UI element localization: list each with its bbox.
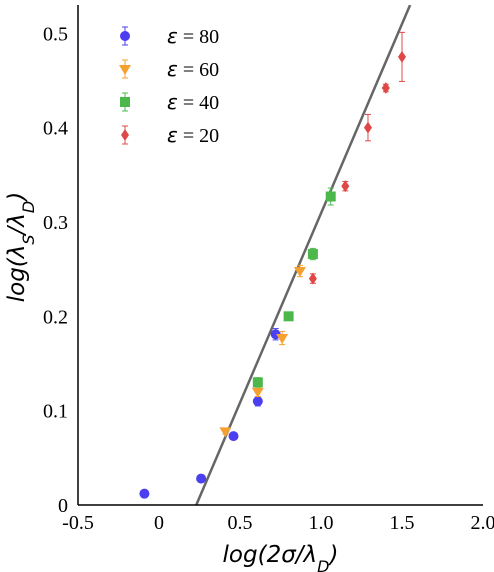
- x-tick-label: 2.0: [471, 512, 494, 534]
- legend-item: ε = 40: [120, 90, 219, 114]
- data-point: [276, 334, 289, 345]
- data-point: [252, 377, 263, 388]
- x-tick-label: 1.5: [390, 512, 415, 534]
- axes: [77, 5, 483, 506]
- data-point: [196, 473, 207, 484]
- data-point: [325, 191, 336, 202]
- legend-marker: [120, 97, 130, 107]
- series-0: [139, 328, 281, 499]
- legend-label: ε = 40: [167, 90, 219, 114]
- y-tick-label: 0.5: [43, 23, 68, 45]
- legend-marker: [120, 31, 130, 41]
- x-tick-label: -0.5: [62, 512, 94, 534]
- data-point: [381, 82, 390, 95]
- data-point: [308, 272, 317, 285]
- axis-labels: log(2σ/λD) log(λS/λD): [4, 192, 338, 572]
- data-point: [228, 431, 239, 442]
- data-point: [363, 121, 372, 134]
- data-point: [283, 311, 294, 322]
- y-tick-label: 0: [58, 495, 68, 517]
- y-tick-label: 0.2: [43, 306, 68, 328]
- data-point: [293, 267, 306, 278]
- data-point: [139, 488, 150, 499]
- y-tick-label: 0.4: [43, 118, 68, 140]
- data-point: [307, 249, 318, 260]
- x-tick-label: 0: [154, 512, 164, 534]
- legend-item: ε = 60: [119, 57, 219, 81]
- tick-labels: -0.5 0 0.5 1.0 1.5 2.000.10.20.30.40.5: [43, 23, 494, 534]
- data-point: [398, 50, 406, 63]
- x-tick-label: 1.0: [309, 512, 334, 534]
- data-point: [341, 180, 350, 193]
- y-tick-label: 0.3: [43, 212, 68, 234]
- legend-marker: [119, 65, 131, 75]
- data-points-layer: [139, 31, 406, 499]
- y-tick-label: 0.1: [43, 401, 68, 423]
- legend-item: ε = 20: [121, 123, 219, 147]
- fit-line-layer: [195, 5, 412, 505]
- legend-label: ε = 80: [167, 24, 219, 48]
- series-2: [252, 187, 336, 388]
- data-point: [252, 396, 263, 407]
- legend-item: ε = 80: [120, 24, 219, 48]
- x-axis-label: log(2σ/λD): [223, 542, 339, 572]
- series-1: [219, 264, 306, 438]
- series-3: [308, 31, 406, 285]
- y-axis-label: log(λS/λD): [4, 192, 38, 303]
- legend-marker: [121, 129, 129, 141]
- data-point: [251, 387, 264, 398]
- legend-label: ε = 60: [167, 57, 219, 81]
- data-point: [219, 427, 232, 438]
- x-tick-label: 0.5: [228, 512, 253, 534]
- fit-line: [195, 5, 412, 505]
- legend-label: ε = 20: [167, 123, 219, 147]
- legend: ε = 80 ε = 60 ε = 40 ε = 20: [119, 24, 219, 147]
